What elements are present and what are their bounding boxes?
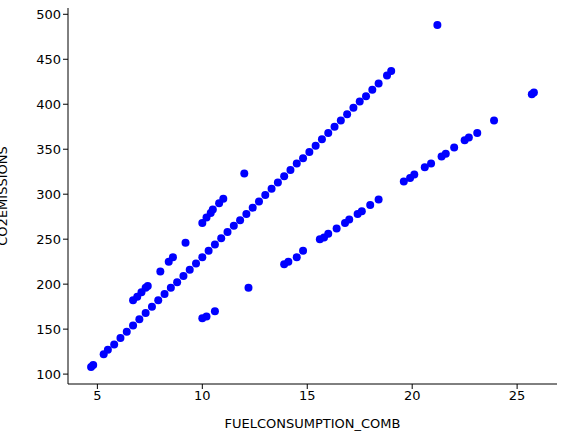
svg-text:250: 250 [36, 232, 61, 247]
svg-text:20: 20 [404, 388, 421, 403]
svg-text:350: 350 [36, 142, 61, 157]
svg-text:200: 200 [36, 277, 61, 292]
svg-text:FUELCONSUMPTION_COMB: FUELCONSUMPTION_COMB [225, 416, 401, 431]
svg-text:300: 300 [36, 187, 61, 202]
svg-text:25: 25 [509, 388, 526, 403]
svg-text:15: 15 [299, 388, 316, 403]
svg-text:CO2EMISSIONS: CO2EMISSIONS [8, 146, 10, 245]
svg-text:450: 450 [36, 52, 61, 67]
svg-text:5: 5 [93, 388, 101, 403]
svg-text:10: 10 [194, 388, 211, 403]
svg-text:500: 500 [36, 7, 61, 22]
svg-text:100: 100 [36, 367, 61, 382]
svg-text:400: 400 [36, 97, 61, 112]
svg-text:150: 150 [36, 322, 61, 337]
